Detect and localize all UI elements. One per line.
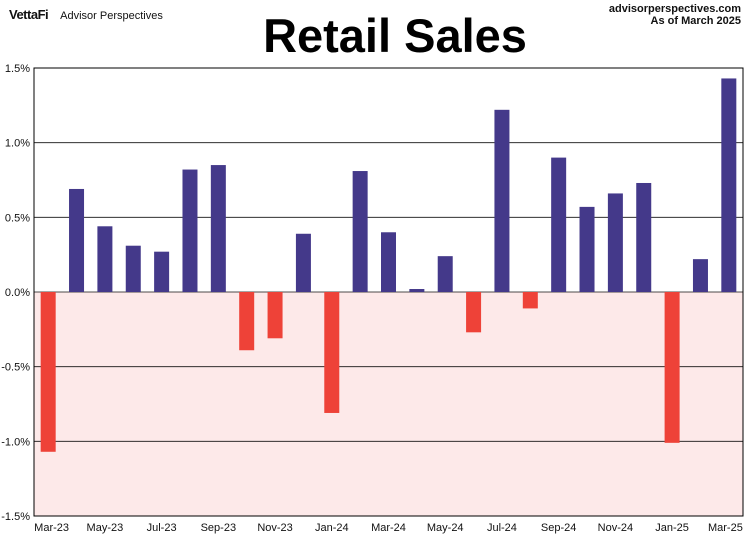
x-tick-label: Sep-24 [541,522,576,534]
bar-jun-23 [125,245,141,292]
as-of-date: As of March 2025 [650,15,741,27]
bar-apr-24 [409,289,425,292]
bar-mar-23 [40,292,56,452]
x-tick-label: Jan-25 [655,522,689,534]
bar-aug-23 [182,169,198,292]
x-tick-label: May-23 [87,522,124,534]
x-tick-label: Mar-24 [371,522,406,534]
vettafi-logo: VettaFi [9,7,49,22]
brand-header: VettaFi Advisor Perspectives [9,7,163,22]
bar-nov-24 [607,193,623,292]
bar-dec-23 [295,233,311,292]
site-url: advisorperspectives.com [608,3,741,15]
bar-aug-24 [522,292,538,309]
bar-jan-24 [324,292,340,413]
bar-jul-24 [494,109,510,293]
bar-oct-24 [579,206,595,292]
x-tick-label: Sep-23 [201,522,236,534]
bar-jul-23 [154,251,170,292]
bar-sep-23 [210,165,226,292]
x-tick-label: Nov-24 [598,522,633,534]
bar-mar-24 [381,232,396,292]
y-tick-label: 1.5% [5,63,30,75]
bar-jun-24 [466,292,482,333]
source-info: advisorperspectives.com As of March 2025 [609,3,741,27]
y-tick-label: -1.0% [1,436,30,448]
x-tick-label: Mar-23 [34,522,69,534]
bar-feb-24 [352,171,368,292]
y-axis-labels: 1.5% 1.0% 0.5% 0.0% -0.5% -1.0% -1.5% [1,63,30,523]
bar-oct-23 [239,292,255,351]
x-tick-label: Jan-24 [315,522,349,534]
y-tick-label: 0.0% [5,287,30,299]
x-axis-labels: Mar-23 May-23 Jul-23 Sep-23 Nov-23 Jan-24 Mar-… [34,522,743,534]
y-tick-label: -1.5% [1,511,30,523]
x-tick-label: May-24 [427,522,464,534]
negative-zone [34,292,743,516]
bar-dec-24 [636,182,652,292]
bar-may-23 [97,226,113,292]
bar-apr-23 [69,188,85,292]
plot-frame [33,67,744,517]
bar-sep-24 [551,157,567,292]
bar-feb-25 [692,259,708,292]
x-tick-label: Nov-23 [257,522,292,534]
x-tick-label: Mar-25 [708,522,743,534]
y-tick-label: -0.5% [1,362,30,374]
brand-name: Advisor Perspectives [60,10,163,22]
x-tick-label: Jul-24 [487,522,517,534]
bar-jan-25 [664,292,680,443]
bar-mar-25 [721,78,737,292]
y-tick-label: 1.0% [5,138,30,150]
y-tick-label: 0.5% [5,212,30,224]
x-tick-label: Jul-23 [147,522,177,534]
bar-may-24 [437,256,453,292]
bars [40,78,737,452]
bar-nov-23 [267,292,283,339]
